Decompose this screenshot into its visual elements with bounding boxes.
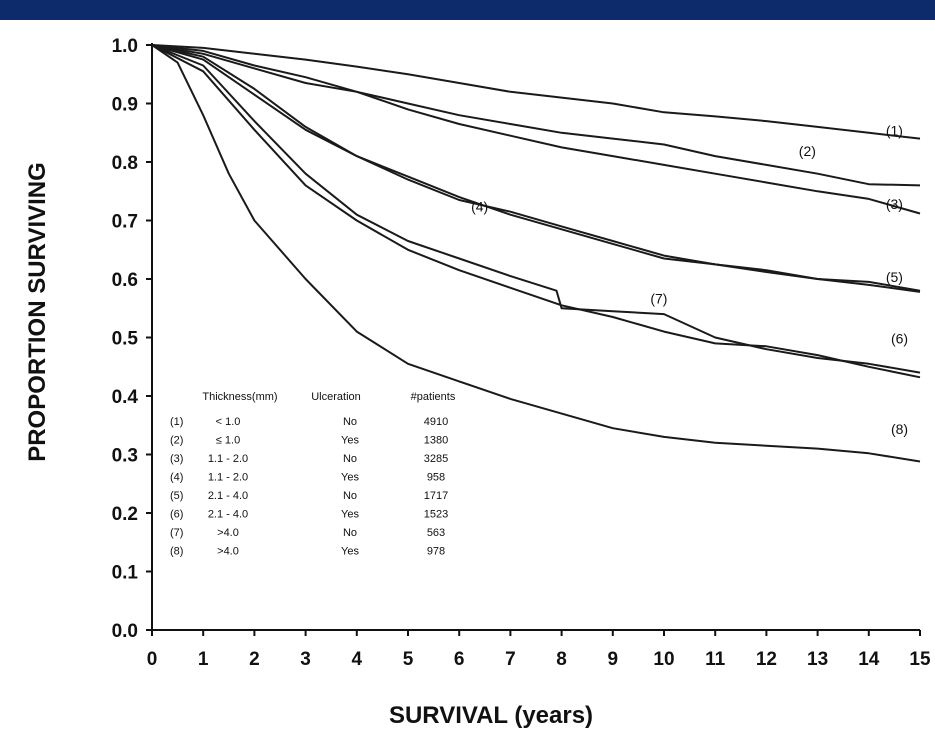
y-tick-label: 0.4	[112, 387, 139, 408]
y-tick-label: 0.2	[112, 504, 138, 525]
curve-label: (8)	[891, 421, 908, 437]
curve-label: (1)	[886, 123, 903, 139]
legend-cell: (3)	[170, 453, 183, 465]
y-tick-label: 0.3	[112, 446, 138, 467]
x-tick-label: 14	[858, 649, 880, 670]
legend-cell: (8)	[170, 546, 183, 558]
x-tick-label: 4	[352, 649, 363, 670]
curve-label: (3)	[886, 196, 903, 212]
x-tick-label: 11	[705, 649, 726, 670]
legend-column-header: #patients	[411, 391, 456, 403]
x-tick-label: 13	[807, 649, 828, 670]
legend-cell: Yes	[341, 472, 359, 484]
x-tick-label: 7	[505, 649, 516, 670]
survival-curves	[151, 44, 921, 463]
legend-cell: >4.0	[217, 546, 239, 558]
legend-column-header: Ulceration	[311, 391, 361, 403]
x-tick-label: 6	[454, 649, 465, 670]
legend-table: Thickness(mm) Ulceration #patients (1) < 1.0…	[170, 391, 456, 558]
curve-labels: (1) (2) (3) (4) (5) (6) (7) (8)	[471, 123, 908, 437]
x-tick-label: 12	[756, 649, 777, 670]
x-tick-label: 8	[556, 649, 567, 670]
y-axis-title: PROPORTION SURVIVING	[24, 162, 51, 462]
legend-cell: Yes	[341, 435, 359, 447]
y-axis-ticks: 0.0 0.1 0.2 0.3 0.4 0.5 0.6 0.7 0.8 0.9 1.0	[112, 36, 152, 642]
curve-label: (5)	[886, 269, 903, 285]
y-tick-label: 0.9	[112, 95, 138, 116]
legend-cell: 978	[427, 546, 445, 558]
survival-curve-7	[151, 44, 921, 374]
curve-label: (2)	[799, 143, 816, 159]
legend-cell: 563	[427, 527, 445, 539]
x-tick-label: 9	[608, 649, 619, 670]
survival-curve-2	[151, 44, 921, 187]
y-tick-label: 0.6	[112, 270, 138, 291]
legend-cell: 4910	[424, 416, 448, 428]
x-tick-label: 0	[147, 649, 158, 670]
y-tick-label: 0.8	[112, 153, 138, 174]
y-tick-label: 0.5	[112, 329, 139, 350]
x-tick-label: 15	[909, 649, 931, 670]
legend-cell: (6)	[170, 509, 183, 521]
y-tick-label: 0.7	[112, 212, 138, 233]
legend-cell: 2.1 - 4.0	[208, 509, 248, 521]
survival-curve-5	[151, 44, 921, 293]
legend-cell: 2.1 - 4.0	[208, 490, 248, 502]
survival-curve-4	[151, 44, 921, 292]
y-tick-label: 0.0	[112, 621, 138, 642]
curve-label: (4)	[471, 199, 488, 215]
survival-curve-8	[151, 44, 921, 463]
legend-cell: (7)	[170, 527, 183, 539]
curve-label: (7)	[650, 291, 667, 307]
legend-column-header: Thickness(mm)	[202, 391, 277, 403]
legend-cell: No	[343, 490, 357, 502]
legend-cell: Yes	[341, 546, 359, 558]
legend-cell: (5)	[170, 490, 183, 502]
x-axis-ticks: 0 1 2 3 4 5 6 7 8 9 10 11 12 13 14 15	[147, 630, 931, 670]
axes	[151, 43, 920, 631]
y-tick-label: 0.1	[112, 563, 139, 584]
legend-cell: < 1.0	[216, 416, 241, 428]
legend-cell: Yes	[341, 509, 359, 521]
legend-cell: 1380	[424, 435, 448, 447]
legend-cell: (2)	[170, 435, 183, 447]
curve-label: (6)	[891, 330, 908, 346]
legend-cell: No	[343, 527, 357, 539]
legend-cell: (4)	[170, 472, 183, 484]
legend-cell: 1523	[424, 509, 448, 521]
survival-curve-1	[151, 44, 921, 140]
survival-curve-3	[151, 44, 921, 215]
legend-cell: No	[343, 453, 357, 465]
x-tick-label: 10	[653, 649, 674, 670]
header-bar	[0, 0, 935, 20]
survival-curve-6	[151, 44, 921, 379]
legend-cell: 1.1 - 2.0	[208, 453, 248, 465]
legend-cell: No	[343, 416, 357, 428]
legend-cell: 1.1 - 2.0	[208, 472, 248, 484]
legend-cell: 958	[427, 472, 445, 484]
x-tick-label: 5	[403, 649, 414, 670]
x-axis-title: SURVIVAL (years)	[389, 702, 593, 729]
legend-cell: ≤ 1.0	[216, 435, 240, 447]
legend-cell: 1717	[424, 490, 448, 502]
x-tick-label: 3	[300, 649, 311, 670]
y-tick-label: 1.0	[112, 36, 138, 57]
x-tick-label: 2	[249, 649, 260, 670]
legend-cell: (1)	[170, 416, 183, 428]
legend-cell: >4.0	[217, 527, 239, 539]
x-tick-label: 1	[198, 649, 209, 670]
legend-cell: 3285	[424, 453, 448, 465]
